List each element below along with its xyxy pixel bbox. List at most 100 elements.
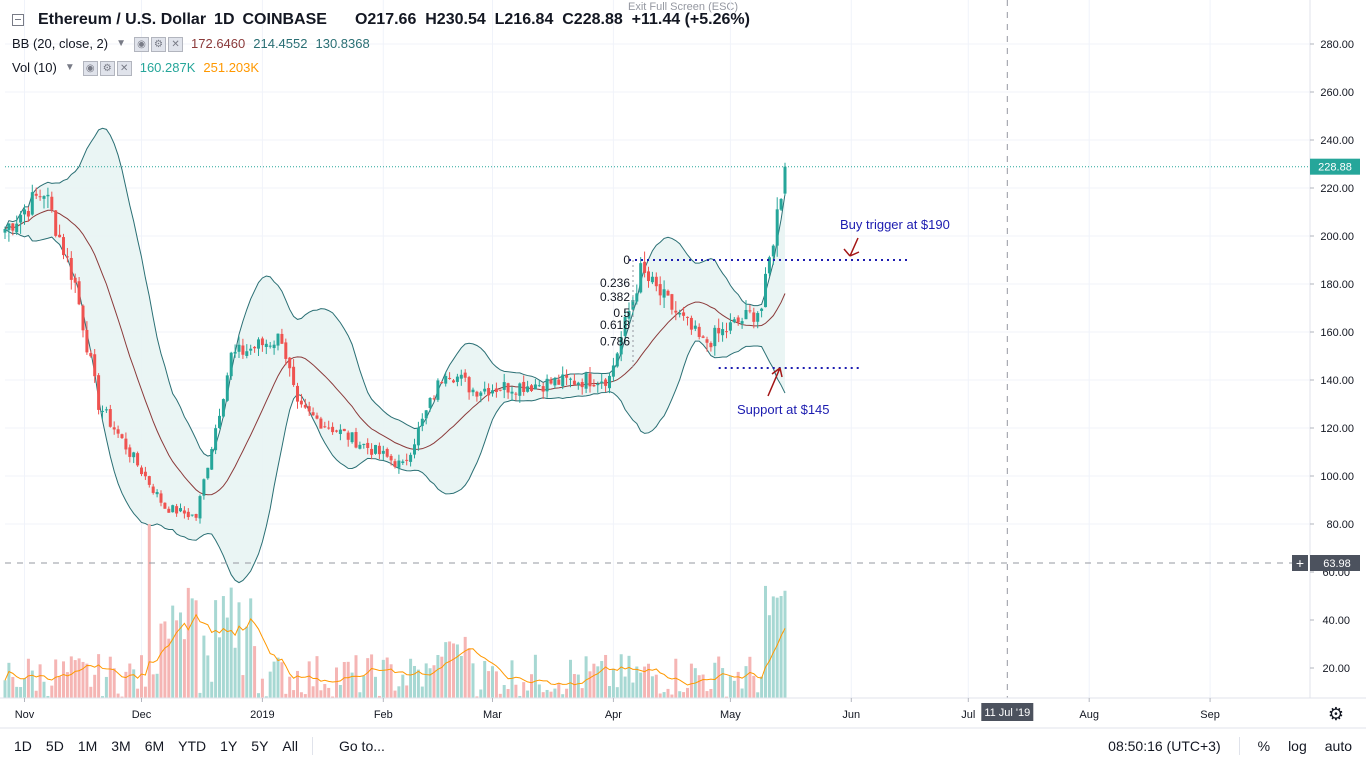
candle [623,309,627,343]
volume-bar [338,685,342,698]
volume-bar [428,668,432,698]
time-tick-label: 2019 [250,709,274,721]
range-1d[interactable]: 1D [14,738,32,754]
gear-icon[interactable]: ⚙ [99,60,115,76]
candle-body [362,443,366,445]
vol-label[interactable]: Vol (10) [12,60,57,75]
volume-bar [323,684,327,698]
volume-bar [327,687,331,698]
eye-icon[interactable]: ◉ [134,36,150,52]
goto-date-button[interactable]: Go to... [338,738,385,754]
candle [260,336,264,352]
low-label: L [494,11,505,28]
candle [190,514,194,517]
candle-body [647,271,650,282]
candle-body [600,381,604,384]
candle-body [182,510,186,514]
buy-trigger-label[interactable]: Buy trigger at $190 [840,217,950,232]
candle [440,380,444,384]
volume-bar [58,676,62,698]
range-5d[interactable]: 5D [45,738,64,754]
collapse-legend-icon[interactable] [12,14,24,26]
candle-body [190,514,194,516]
candle-body [428,398,432,408]
volume-bar [416,669,420,698]
support-label[interactable]: Support at $145 [737,402,830,417]
candle-body [179,508,182,512]
volume-bar [475,696,479,698]
range-5y[interactable]: 5Y [251,738,269,754]
volume-bar [175,620,179,698]
candle [545,374,549,398]
candle [143,466,147,480]
candle [569,377,572,388]
range-ytd[interactable]: YTD [178,738,207,754]
volume-bar [257,693,260,698]
volume-bar [627,655,631,698]
candle [740,317,744,329]
symbol-title[interactable]: Ethereum / U.S. Dollar [38,11,207,28]
candle-body [506,383,510,393]
candle-body [471,389,475,393]
volume-bar [561,694,565,698]
add-level-button[interactable] [1292,555,1308,571]
candle-body [210,449,214,470]
volume-bar [623,676,627,698]
volume-bar [140,655,143,698]
candle [69,251,73,290]
bb-label[interactable]: BB (20, close, 2) [12,36,109,51]
candle-body [65,256,69,258]
candle-body [288,357,292,369]
volume-bar [420,686,424,698]
volume-bar [721,668,725,698]
candle-body [760,308,764,311]
candle-body [194,514,198,518]
range-1y[interactable]: 1Y [220,738,238,754]
candle [635,284,639,305]
gear-icon[interactable]: ⚙ [1328,704,1344,724]
range-1m[interactable]: 1M [77,738,98,754]
range-all[interactable]: All [282,738,298,754]
candle-body [455,376,459,382]
chevron-down-icon[interactable]: ▼ [64,62,75,73]
candle-body [268,345,272,347]
candle-body [276,333,280,346]
gear-icon[interactable]: ⚙ [151,36,167,52]
range-3m[interactable]: 3M [111,738,131,754]
volume-bar [245,626,249,698]
price-tick-label: 200.00 [1320,231,1354,243]
candle [756,311,760,329]
candle-body [615,353,619,367]
candle [175,503,179,517]
interval-label[interactable]: 1D [214,11,235,28]
candle [510,386,514,402]
candle-body [608,375,611,389]
candle-body [611,365,615,377]
candle [241,338,245,359]
clock[interactable]: 08:50:16 (UTC+3) [1108,738,1221,754]
range-6m[interactable]: 6M [144,738,165,754]
candle [424,409,428,425]
volume-bar [662,692,666,698]
percent-scale-toggle[interactable]: % [1257,738,1271,754]
exit-fullscreen-hint[interactable]: Exit Full Screen (ESC) [628,1,739,13]
plus-icon[interactable]: + [1296,555,1304,571]
log-scale-toggle[interactable]: log [1288,738,1307,754]
volume-bar [494,671,498,698]
candle-body [518,383,522,396]
volume-bar [315,656,319,698]
candle [331,422,335,435]
eye-icon[interactable]: ◉ [82,60,98,76]
toolbar-divider [311,737,313,755]
chevron-down-icon[interactable]: ▼ [116,38,127,49]
close-icon[interactable]: ✕ [168,36,184,52]
candle-body [260,338,264,346]
close-icon[interactable]: ✕ [116,60,132,76]
volume-bar [268,671,272,698]
volume-bar [377,695,381,698]
candle-body [479,392,483,396]
auto-scale-toggle[interactable]: auto [1324,738,1352,754]
volume-bar [533,654,537,698]
